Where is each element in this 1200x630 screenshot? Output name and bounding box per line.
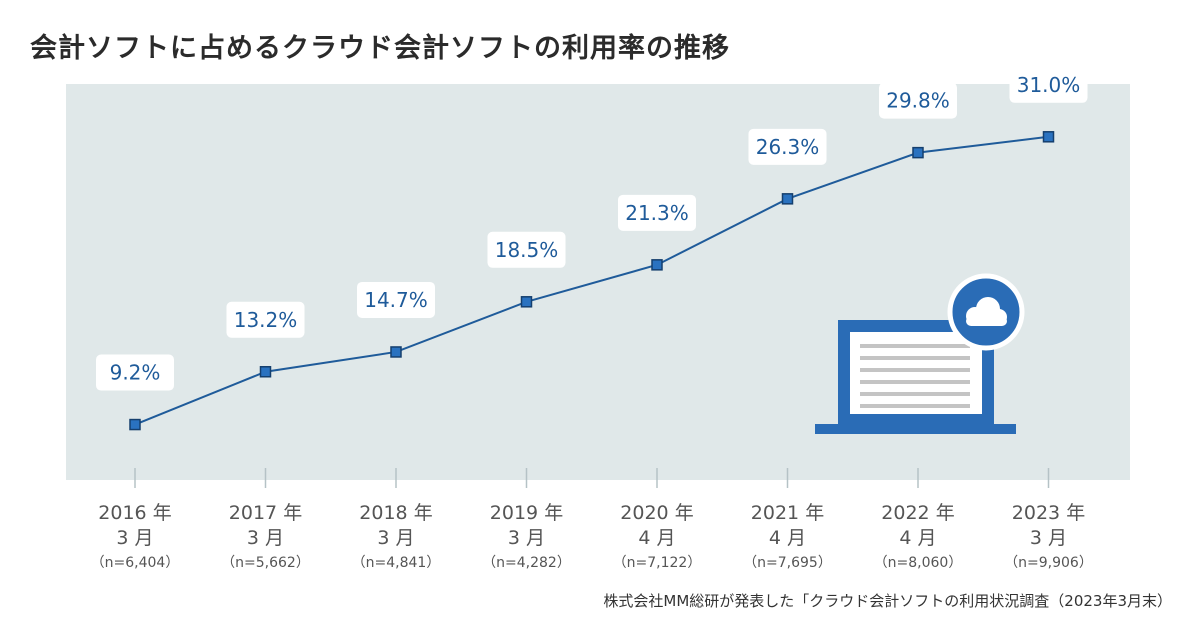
data-label: 29.8% — [886, 89, 950, 113]
x-label-month: 3 月 — [508, 527, 545, 549]
x-label-year: 2021 年 — [751, 502, 824, 524]
data-label: 21.3% — [625, 201, 689, 225]
data-label-box — [226, 301, 305, 338]
x-label-n: （n=7,695） — [743, 555, 832, 571]
laptop-base — [815, 424, 1016, 434]
x-label-n: （n=5,662） — [221, 555, 310, 571]
data-point — [1042, 131, 1055, 143]
data-markers — [129, 131, 1055, 431]
laptop-cloud-icon — [815, 273, 1025, 434]
series-line — [134, 135, 1049, 426]
chart-title: 会計ソフトに占めるクラウド会計ソフトの利用率の推移 — [30, 33, 730, 64]
x-label-n: （n=8,060） — [874, 555, 963, 571]
x-label-year: 2018 年 — [359, 502, 432, 524]
x-label-n: （n=7,122） — [613, 555, 702, 571]
x-label-n: （n=9,906） — [1004, 555, 1093, 571]
x-label-n: （n=6,404） — [91, 555, 180, 571]
x-label-n: （n=4,282） — [482, 555, 571, 571]
x-label-month: 4 月 — [769, 527, 806, 549]
document-lines — [860, 344, 970, 408]
data-label: 14.7% — [364, 288, 428, 312]
x-axis-labels: 2016 年 3 月 （n=6,404） 2017 年 3 月 （n=5,662） 2018… — [91, 502, 1093, 571]
x-label-year: 2020 年 — [620, 502, 693, 524]
data-label-box — [487, 231, 566, 268]
data-point — [781, 193, 794, 205]
data-label-box — [618, 194, 696, 231]
data-point — [390, 346, 402, 358]
x-label-month: 4 月 — [638, 527, 675, 549]
x-ticks — [134, 468, 1050, 488]
data-point — [912, 146, 924, 159]
x-label-month: 3 月 — [247, 527, 284, 549]
data-label-box — [96, 354, 174, 391]
data-label-box — [357, 281, 435, 318]
data-label: 31.0% — [1017, 73, 1081, 97]
data-point — [259, 366, 272, 378]
data-label-box — [1009, 66, 1088, 103]
data-label: 9.2% — [110, 361, 161, 385]
x-label-n: （n=4,841） — [352, 555, 441, 571]
x-label-month: 4 月 — [899, 527, 936, 549]
x-label-year: 2022 年 — [881, 502, 954, 524]
x-label-year: 2019 年 — [490, 502, 563, 524]
data-label: 13.2% — [234, 308, 298, 332]
cloud-icon — [966, 297, 1007, 326]
data-label: 18.5% — [495, 238, 559, 262]
data-point — [129, 418, 141, 431]
data-label-box — [748, 128, 827, 165]
x-label-month: 3 月 — [377, 527, 414, 549]
x-label-year: 2017 年 — [229, 502, 302, 524]
x-label-month: 3 月 — [116, 527, 153, 549]
data-label-box — [879, 82, 957, 119]
source-note: 株式会社MM総研が発表した「クラウド会計ソフトの利用状況調査（2023年3月末） — [603, 592, 1172, 610]
x-label-year: 2023 年 — [1012, 502, 1085, 524]
x-label-year: 2016 年 — [98, 502, 171, 524]
data-point — [520, 296, 533, 308]
data-point — [651, 259, 663, 271]
x-label-month: 3 月 — [1030, 527, 1067, 549]
data-labels: 9.2% 13.2% 14.7% 18.5% 21.3% 26.3% 29.8% 31.0% — [96, 66, 1088, 391]
data-label: 26.3% — [756, 135, 820, 159]
